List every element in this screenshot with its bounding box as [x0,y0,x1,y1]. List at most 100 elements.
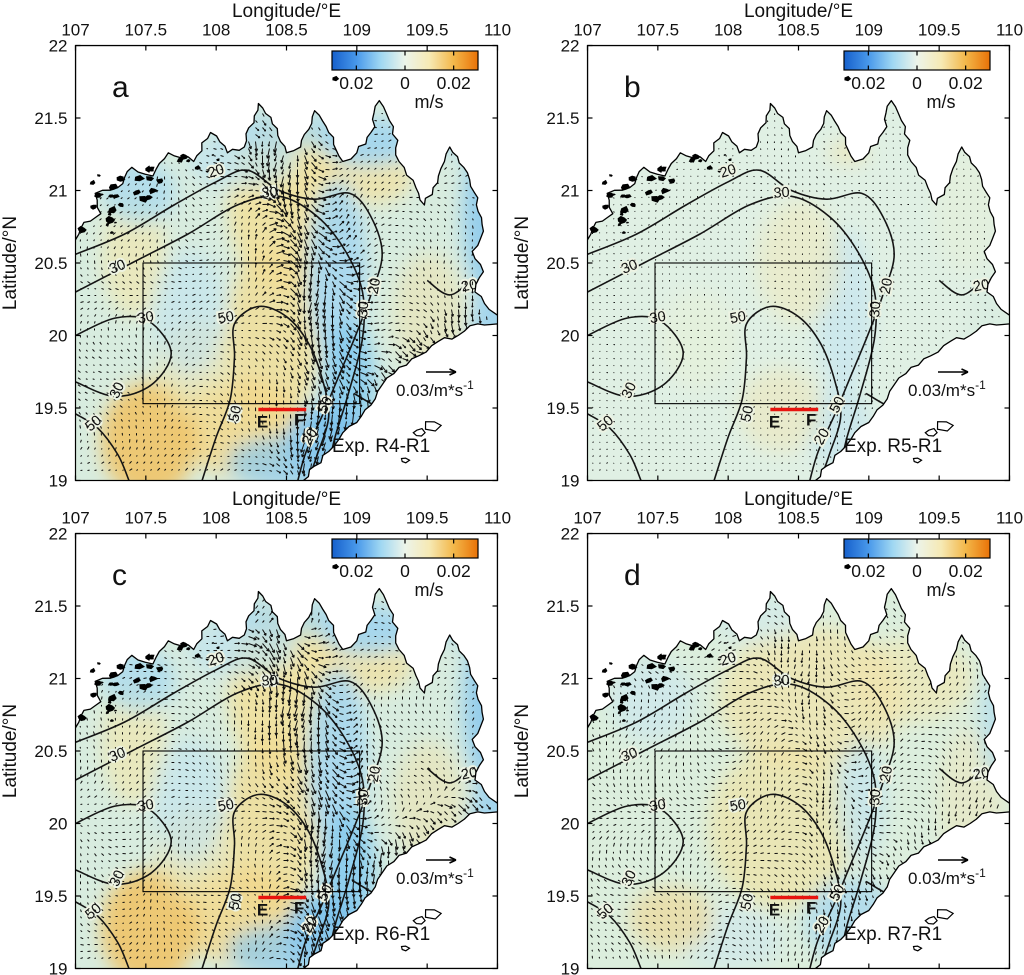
hainan-coast [302,323,498,481]
contour-label: 50 [738,404,757,423]
x-tick-label: 109 [343,508,371,527]
y-axis-title: Latitude/°N [0,216,21,310]
vector-scale-key: 0.03/m*s-1 [396,855,474,888]
colorbar-unit: m/s [927,92,956,112]
colorbar-tick-label: 0.02 [851,561,885,581]
y-tick-label: 21 [561,182,580,201]
panel-map-a: 2020202020303030303050505050EF0.03/m*s-1… [0,1,511,488]
contour-label: 50 [226,404,245,423]
contour-label: 50 [738,892,757,911]
y-tick-label: 19 [49,959,68,975]
x-tick-label: 107 [61,508,89,527]
x-tick-label: 108.5 [777,21,820,40]
contour-label: 30 [648,309,667,328]
axis-ticks [586,532,1011,969]
x-tick-label: 108 [202,508,230,527]
transect-label-end: F [806,410,816,429]
experiment-label: Exp. R5-R1 [844,436,942,457]
panel-letter: c [112,559,127,592]
vector-scale-key: 0.03/m*s-1 [396,368,474,400]
y-tick-label: 22 [561,37,580,56]
vector-scale-key: 0.03/m*s-1 [908,855,986,888]
vector-scale-key: 0.03/m*s-1 [908,368,986,400]
x-tick-label: 107 [573,508,601,527]
panel-letter: d [624,559,641,592]
land-coastline [75,45,498,481]
x-tick-label: 108.5 [777,508,820,527]
analysis-region-box [142,262,361,405]
colorbar-tick-label: 0 [912,561,922,581]
x-tick-label: 110 [996,508,1023,527]
panel-letter: a [112,71,129,104]
y-axis-title: Latitude/°N [512,703,533,797]
contour-label: 20 [878,277,897,296]
current-difference-vectors [590,600,999,962]
colorbar-tick-label: 0.02 [437,561,471,581]
y-tick-label: 19.5 [34,399,67,418]
contour-label: 30 [867,301,884,318]
colorbar-unit: m/s [415,580,444,600]
contour-label: 30 [136,796,155,815]
panel-map-b: 2020202020303030303050505050EF0.03/m*s-1… [512,1,1023,488]
axis-ticks [586,44,1011,482]
hainan-coast [302,810,498,968]
offshore-island [412,421,443,437]
hainan-coast [814,323,1010,481]
colorbar-tick-label: 0.02 [851,73,885,93]
y-tick-label: 20.5 [34,254,67,273]
x-tick-label: 109.5 [406,21,449,40]
colorbar-tick-label: 0.02 [339,73,373,93]
x-tick-label: 108 [714,508,742,527]
contour-label: 30 [261,672,278,689]
contour-label: 50 [217,309,236,328]
vector-scale-label: 0.03/m*s-1 [396,866,474,888]
colorbar-tick-label: 0.02 [949,561,983,581]
y-tick-label: 19.5 [34,887,67,906]
y-tick-label: 19 [561,959,580,975]
vector-scale-label: 0.03/m*s-1 [908,866,986,888]
colorbar-unit: m/s [927,580,956,600]
transect-label-start: E [257,412,268,431]
colorbar-tick-label: 0 [912,73,922,93]
mainland-coast [75,533,498,804]
vector-scale-label: 0.03/m*s-1 [396,378,474,400]
x-axis-title: Longitude/°E [232,1,341,22]
x-tick-label: 107.5 [125,508,168,527]
x-tick-label: 109.5 [406,508,449,527]
x-axis-title: Longitude/°E [744,489,853,510]
mainland-coast [75,45,498,316]
y-tick-label: 21 [49,182,68,201]
y-tick-label: 19.5 [546,887,579,906]
x-tick-label: 108 [202,21,230,40]
hainan-coast [814,810,1010,968]
contour-label: 50 [729,796,748,815]
mainland-coast [587,533,1010,804]
colorbar: 0.02 0 0.02m/s [843,537,991,600]
axis-ticks [74,44,499,482]
x-tick-label: 107 [61,21,89,40]
x-tick-label: 107.5 [637,508,680,527]
contour-label: 20 [878,764,897,783]
offshore-island [924,421,955,437]
axis-ticks [74,532,499,969]
y-tick-label: 20 [561,327,580,346]
x-tick-label: 108.5 [265,21,308,40]
colorbar: 0.02 0 0.02m/s [331,50,479,112]
analysis-region-box [654,262,873,405]
contour-label: 50 [729,309,748,328]
experiment-label: Exp. R6-R1 [332,924,430,945]
experiment-label: Exp. R4-R1 [332,436,430,457]
x-tick-label: 109 [343,21,371,40]
offshore-island [924,908,955,925]
current-difference-vectors [592,112,1000,472]
y-tick-label: 22 [49,37,68,56]
panel-map-c: 2020202020303030303050505050EF0.03/m*s-1… [0,489,511,975]
colorbar-tick-label: 0.02 [437,73,471,93]
x-tick-label: 110 [996,21,1023,40]
x-tick-label: 108 [714,21,742,40]
x-axis-title: Longitude/°E [232,489,341,510]
x-tick-label: 109 [855,508,883,527]
transect-label-start: E [257,900,268,919]
y-tick-label: 20 [561,814,580,833]
colorbar: 0.02 0 0.02m/s [331,537,479,600]
